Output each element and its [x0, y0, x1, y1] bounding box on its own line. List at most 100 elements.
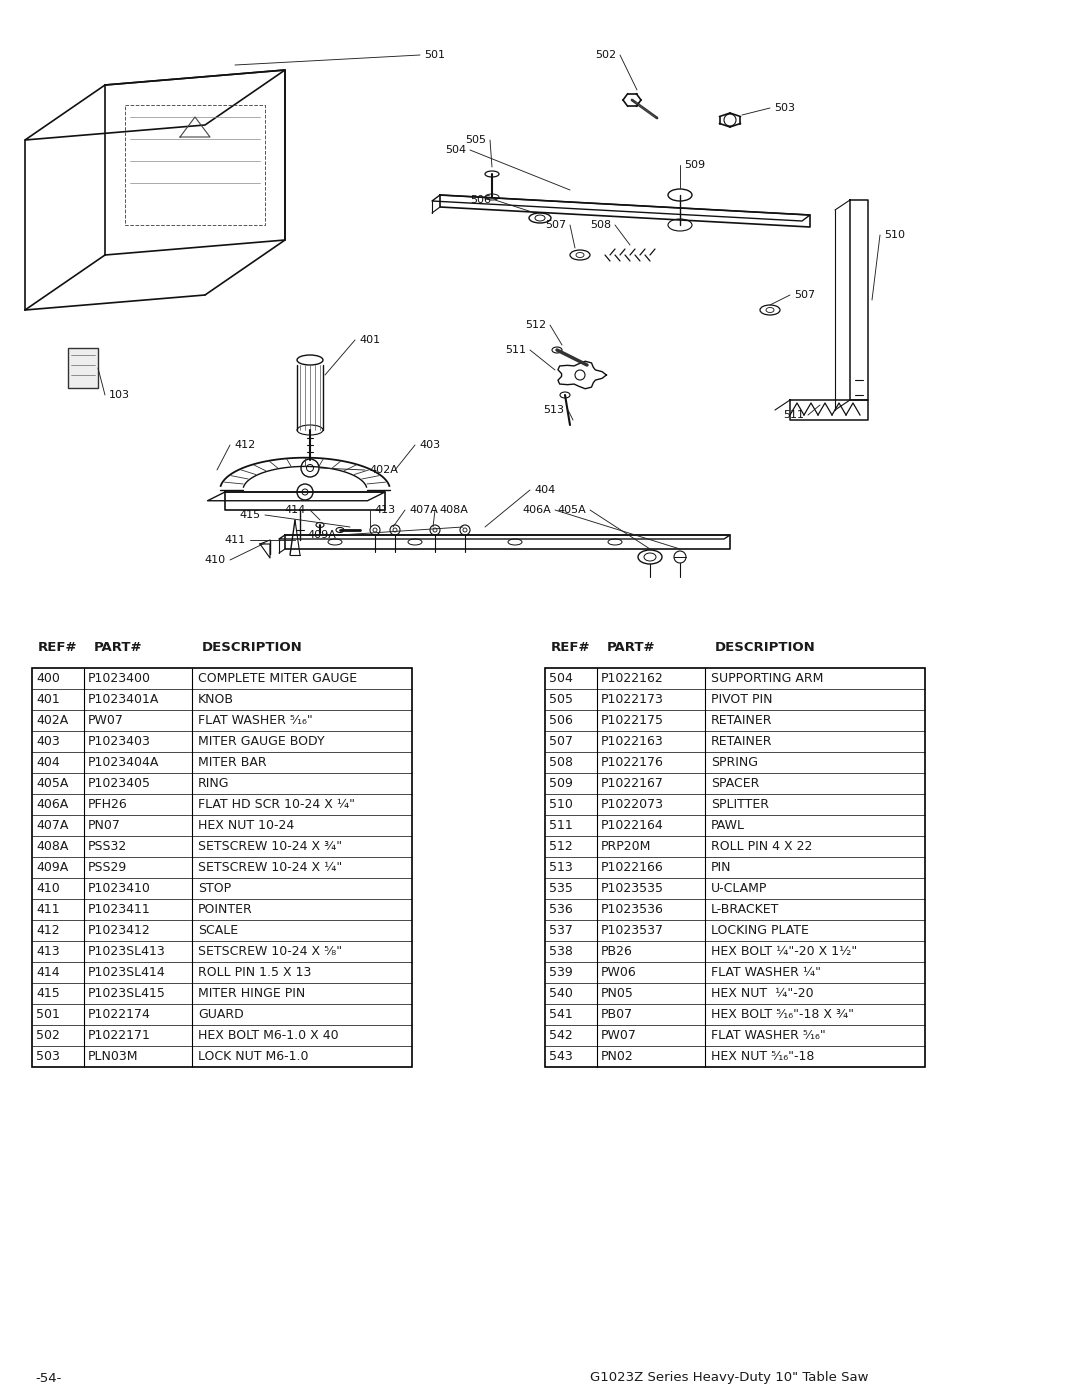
Text: 410: 410: [205, 555, 226, 564]
Text: 502: 502: [36, 1030, 59, 1042]
Text: 510: 510: [549, 798, 572, 812]
Bar: [32, 668, 411, 1067]
Text: P1022173: P1022173: [600, 693, 664, 705]
Text: G1023Z Series Heavy-Duty 10" Table Saw: G1023Z Series Heavy-Duty 10" Table Saw: [590, 1372, 868, 1384]
Text: ROLL PIN 1.5 X 13: ROLL PIN 1.5 X 13: [198, 965, 311, 979]
Text: 535: 535: [549, 882, 572, 895]
Text: FLAT WASHER ⁵⁄₁₆": FLAT WASHER ⁵⁄₁₆": [198, 714, 313, 726]
Text: MITER HINGE PIN: MITER HINGE PIN: [198, 988, 306, 1000]
Text: 542: 542: [549, 1030, 572, 1042]
Text: SPLITTER: SPLITTER: [711, 798, 769, 812]
Text: GUARD: GUARD: [198, 1009, 244, 1021]
Text: PB26: PB26: [600, 944, 633, 958]
Text: 412: 412: [234, 440, 255, 450]
Text: RETAINER: RETAINER: [711, 735, 772, 747]
Text: P1022163: P1022163: [600, 735, 664, 747]
Text: 511: 511: [783, 409, 804, 420]
Text: P1023403: P1023403: [87, 735, 151, 747]
Text: DESCRIPTION: DESCRIPTION: [715, 641, 815, 654]
Text: 408A: 408A: [438, 504, 468, 515]
Text: KNOB: KNOB: [198, 693, 234, 705]
Text: HEX BOLT ⁵⁄₁₆"-18 X ¾": HEX BOLT ⁵⁄₁₆"-18 X ¾": [711, 1009, 854, 1021]
Text: FLAT WASHER ⁵⁄₁₆": FLAT WASHER ⁵⁄₁₆": [711, 1030, 826, 1042]
Text: P1022164: P1022164: [600, 819, 664, 833]
Text: RING: RING: [198, 777, 229, 789]
Text: PLN03M: PLN03M: [87, 1051, 138, 1063]
Text: 509: 509: [549, 777, 572, 789]
Text: STOP: STOP: [198, 882, 231, 895]
Text: 503: 503: [36, 1051, 59, 1063]
Text: 536: 536: [549, 902, 572, 916]
Text: 543: 543: [549, 1051, 572, 1063]
Text: 512: 512: [525, 320, 546, 330]
Text: 541: 541: [549, 1009, 572, 1021]
Text: PART#: PART#: [94, 641, 143, 654]
Text: 404: 404: [36, 756, 59, 768]
Text: P1023537: P1023537: [600, 923, 664, 937]
Text: SUPPORTING ARM: SUPPORTING ARM: [711, 672, 823, 685]
Text: L-BRACKET: L-BRACKET: [711, 902, 780, 916]
Text: 539: 539: [549, 965, 572, 979]
Text: 502: 502: [595, 50, 616, 60]
Text: P1022162: P1022162: [600, 672, 664, 685]
Text: 402A: 402A: [36, 714, 68, 726]
Text: FLAT WASHER ¼": FLAT WASHER ¼": [711, 965, 821, 979]
Text: 509: 509: [684, 161, 705, 170]
Text: 411: 411: [225, 535, 246, 545]
Text: 537: 537: [549, 923, 572, 937]
Text: 414: 414: [36, 965, 59, 979]
Text: 404: 404: [534, 485, 555, 495]
Text: P1023410: P1023410: [87, 882, 151, 895]
Text: PW07: PW07: [600, 1030, 637, 1042]
Text: 513: 513: [543, 405, 564, 415]
Text: P1022073: P1022073: [600, 798, 664, 812]
Text: PIVOT PIN: PIVOT PIN: [711, 693, 772, 705]
Text: 511: 511: [505, 345, 526, 355]
Text: P1022171: P1022171: [87, 1030, 151, 1042]
Text: 507: 507: [549, 735, 573, 747]
Text: 413: 413: [36, 944, 59, 958]
Text: PFH26: PFH26: [87, 798, 127, 812]
Text: SPRING: SPRING: [711, 756, 758, 768]
Text: -54-: -54-: [35, 1372, 62, 1384]
Text: 506: 506: [549, 714, 572, 726]
Text: 406A: 406A: [36, 798, 68, 812]
Text: 507: 507: [545, 219, 566, 231]
Text: 409A: 409A: [307, 529, 336, 541]
Text: HEX NUT 10-24: HEX NUT 10-24: [198, 819, 294, 833]
Text: 409A: 409A: [36, 861, 68, 875]
Text: 402A: 402A: [369, 465, 397, 475]
Text: 401: 401: [359, 335, 380, 345]
Text: 504: 504: [445, 145, 465, 155]
Text: LOCKING PLATE: LOCKING PLATE: [711, 923, 809, 937]
Text: 103: 103: [109, 390, 130, 400]
Text: 408A: 408A: [36, 840, 68, 854]
Text: HEX BOLT M6-1.0 X 40: HEX BOLT M6-1.0 X 40: [198, 1030, 339, 1042]
Text: 410: 410: [36, 882, 59, 895]
Text: 403: 403: [419, 440, 441, 450]
Text: P1022176: P1022176: [600, 756, 664, 768]
Text: P1023SL414: P1023SL414: [87, 965, 165, 979]
Text: DESCRIPTION: DESCRIPTION: [202, 641, 302, 654]
Text: 506: 506: [470, 196, 491, 205]
Text: 405A: 405A: [36, 777, 68, 789]
Text: 507: 507: [794, 291, 815, 300]
Text: 405A: 405A: [557, 504, 586, 515]
Text: U-CLAMP: U-CLAMP: [711, 882, 768, 895]
Text: PIN: PIN: [711, 861, 731, 875]
Text: HEX BOLT ¼"-20 X 1½": HEX BOLT ¼"-20 X 1½": [711, 944, 858, 958]
Text: PN02: PN02: [600, 1051, 634, 1063]
Text: COMPLETE MITER GAUGE: COMPLETE MITER GAUGE: [198, 672, 357, 685]
Text: 415: 415: [36, 988, 59, 1000]
Text: PSS29: PSS29: [87, 861, 127, 875]
Text: HEX NUT ⁵⁄₁₆"-18: HEX NUT ⁵⁄₁₆"-18: [711, 1051, 814, 1063]
Text: PART#: PART#: [607, 641, 656, 654]
Text: P1023400: P1023400: [87, 672, 151, 685]
Text: 415: 415: [240, 510, 261, 520]
Text: P1023412: P1023412: [87, 923, 151, 937]
Text: 503: 503: [774, 103, 795, 113]
Text: P1022174: P1022174: [87, 1009, 151, 1021]
Text: RETAINER: RETAINER: [711, 714, 772, 726]
Text: P1023411: P1023411: [87, 902, 151, 916]
Text: P1023535: P1023535: [600, 882, 664, 895]
